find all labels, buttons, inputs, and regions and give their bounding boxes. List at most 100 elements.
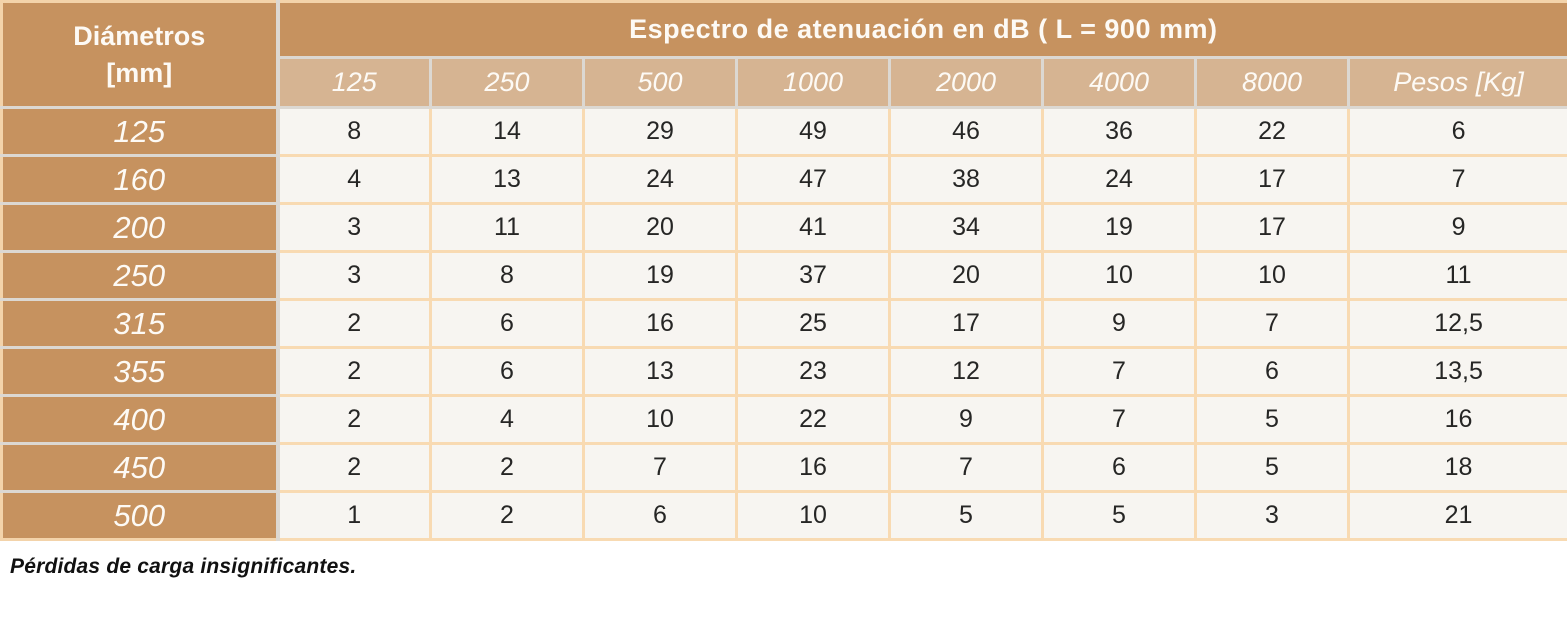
attenuation-cell: 49 [736, 107, 891, 157]
header-row-frequencies: 125 250 500 1000 2000 4000 8000 Pesos [K… [2, 57, 1567, 109]
attenuation-cell: 14 [430, 107, 585, 157]
diameter-cell: 125 [0, 107, 280, 157]
attenuation-cell: 17 [1195, 155, 1350, 205]
attenuation-cell: 7 [583, 443, 738, 493]
attenuation-cell: 7 [889, 443, 1044, 493]
diameter-cell: 400 [0, 395, 280, 445]
attenuation-cell: 5 [1042, 491, 1197, 541]
attenuation-cell: 47 [736, 155, 891, 205]
attenuation-cell: 6 [583, 491, 738, 541]
attenuation-cell: 25 [736, 299, 891, 349]
table-row: 450 2 2 7 16 7 6 5 18 [0, 443, 1567, 493]
attenuation-cell: 4 [277, 155, 432, 205]
diameter-cell: 500 [0, 491, 280, 541]
diameters-header: Diámetros [mm] [0, 0, 280, 109]
attenuation-cell: 5 [1195, 395, 1350, 445]
attenuation-cell: 2 [430, 443, 585, 493]
attenuation-cell: 10 [583, 395, 738, 445]
attenuation-cell: 6 [430, 347, 585, 397]
attenuation-cell: 22 [1195, 107, 1350, 157]
attenuation-cell: 19 [583, 251, 738, 301]
attenuation-cell: 9 [889, 395, 1044, 445]
attenuation-cell: 2 [277, 299, 432, 349]
table-row: 250 3 8 19 37 20 10 10 11 [0, 251, 1567, 301]
attenuation-cell: 24 [583, 155, 738, 205]
attenuation-cell: 12 [889, 347, 1044, 397]
attenuation-cell: 5 [889, 491, 1044, 541]
weight-cell: 21 [1348, 491, 1567, 541]
attenuation-cell: 5 [1195, 443, 1350, 493]
attenuation-cell: 3 [277, 251, 432, 301]
attenuation-cell: 1 [277, 491, 432, 541]
table-body: 125 8 14 29 49 46 36 22 6 160 4 13 24 47 38 24 17 7 200 3 11… [0, 107, 1567, 541]
attenuation-cell: 2 [277, 347, 432, 397]
attenuation-cell: 46 [889, 107, 1044, 157]
attenuation-cell: 3 [277, 203, 432, 253]
weight-cell: 13,5 [1348, 347, 1567, 397]
freq-column-header: 250 [430, 57, 585, 109]
diameter-cell: 315 [0, 299, 280, 349]
attenuation-cell: 17 [889, 299, 1044, 349]
table-row: 355 2 6 13 23 12 7 6 13,5 [0, 347, 1567, 397]
attenuation-cell: 23 [736, 347, 891, 397]
diameter-cell: 250 [0, 251, 280, 301]
attenuation-cell: 9 [1042, 299, 1197, 349]
attenuation-cell: 24 [1042, 155, 1197, 205]
diameter-cell: 200 [0, 203, 280, 253]
table-row: 160 4 13 24 47 38 24 17 7 [0, 155, 1567, 205]
footnote: Pérdidas de carga insignificantes. [10, 555, 357, 578]
attenuation-cell: 3 [1195, 491, 1350, 541]
freq-column-header: 4000 [1042, 57, 1197, 109]
attenuation-cell: 13 [430, 155, 585, 205]
attenuation-cell: 10 [1042, 251, 1197, 301]
weight-cell: 6 [1348, 107, 1567, 157]
attenuation-cell: 6 [430, 299, 585, 349]
attenuation-cell: 2 [430, 491, 585, 541]
attenuation-cell: 20 [583, 203, 738, 253]
attenuation-cell: 41 [736, 203, 891, 253]
attenuation-cell: 2 [277, 395, 432, 445]
freq-column-header: 500 [583, 57, 738, 109]
table-row: 500 1 2 6 10 5 5 3 21 [0, 491, 1567, 541]
diameter-cell: 160 [0, 155, 280, 205]
attenuation-table: Diámetros [mm] Espectro de atenuación en… [0, 0, 1567, 541]
table-row: 315 2 6 16 25 17 9 7 12,5 [0, 299, 1567, 349]
attenuation-cell: 17 [1195, 203, 1350, 253]
attenuation-cell: 36 [1042, 107, 1197, 157]
attenuation-cell: 6 [1042, 443, 1197, 493]
header-row-main: Diámetros [mm] Espectro de atenuación en… [0, 0, 1567, 109]
attenuation-cell: 6 [1195, 347, 1350, 397]
freq-column-header: 1000 [736, 57, 891, 109]
weight-cell: 11 [1348, 251, 1567, 301]
attenuation-cell: 8 [277, 107, 432, 157]
weight-cell: 12,5 [1348, 299, 1567, 349]
attenuation-cell: 7 [1042, 347, 1197, 397]
freq-column-header: 125 [277, 57, 432, 109]
attenuation-cell: 11 [430, 203, 585, 253]
attenuation-cell: 16 [736, 443, 891, 493]
table-row: 125 8 14 29 49 46 36 22 6 [0, 107, 1567, 157]
weight-cell: 16 [1348, 395, 1567, 445]
attenuation-cell: 4 [430, 395, 585, 445]
attenuation-cell: 29 [583, 107, 738, 157]
attenuation-cell: 10 [1195, 251, 1350, 301]
attenuation-cell: 13 [583, 347, 738, 397]
attenuation-cell: 10 [736, 491, 891, 541]
freq-column-header: 8000 [1195, 57, 1350, 109]
attenuation-cell: 19 [1042, 203, 1197, 253]
table-row: 400 2 4 10 22 9 7 5 16 [0, 395, 1567, 445]
attenuation-cell: 16 [583, 299, 738, 349]
weight-cell: 18 [1348, 443, 1567, 493]
attenuation-cell: 7 [1042, 395, 1197, 445]
attenuation-cell: 20 [889, 251, 1044, 301]
attenuation-cell: 38 [889, 155, 1044, 205]
attenuation-cell: 37 [736, 251, 891, 301]
freq-column-header: 2000 [889, 57, 1044, 109]
table-row: 200 3 11 20 41 34 19 17 9 [0, 203, 1567, 253]
diameter-cell: 450 [0, 443, 280, 493]
attenuation-cell: 34 [889, 203, 1044, 253]
diameter-cell: 355 [0, 347, 280, 397]
attenuation-cell: 22 [736, 395, 891, 445]
spectrum-header: Espectro de atenuación en dB ( L = 900 m… [277, 0, 1567, 59]
attenuation-cell: 2 [277, 443, 432, 493]
